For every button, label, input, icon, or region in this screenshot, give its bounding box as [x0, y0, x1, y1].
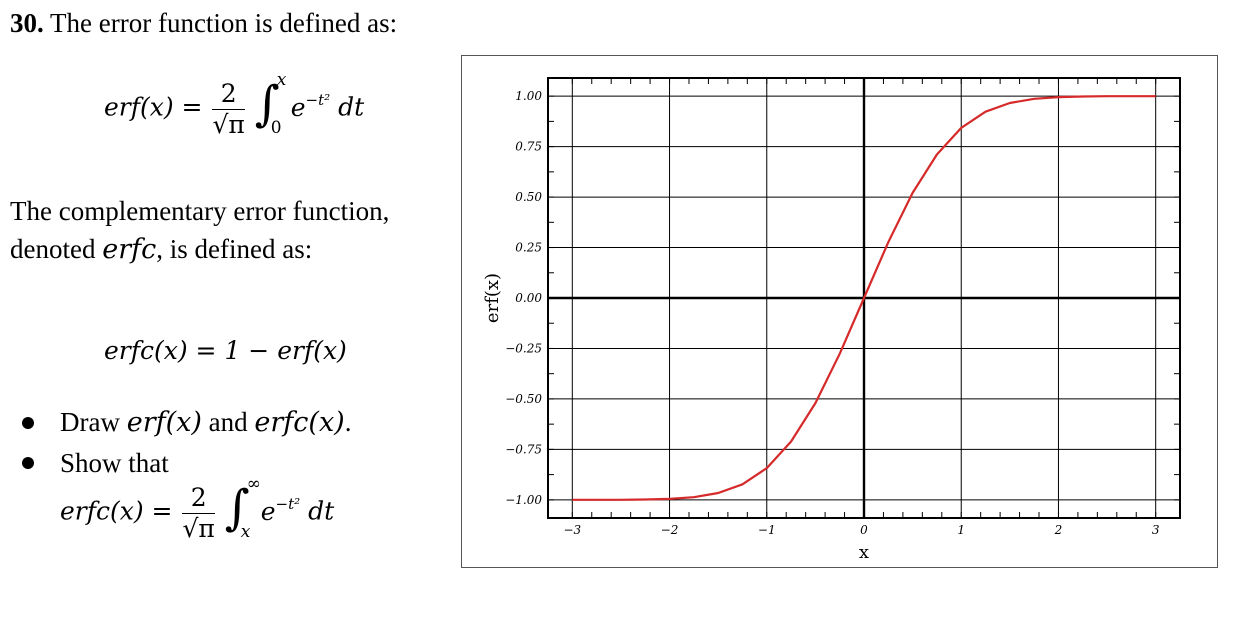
erf-differential: dt	[338, 92, 365, 122]
complementary-paragraph: The complementary error function, denote…	[10, 196, 390, 265]
erfc-fraction-denominator: √π	[182, 513, 215, 543]
y-tick-label: 0.00	[515, 291, 542, 305]
x-axis-label: x	[859, 542, 869, 563]
erfc-fraction: 2 √π	[182, 483, 215, 544]
erfc-fraction-numerator: 2	[182, 483, 215, 514]
y-axis-label: erf(x)	[482, 273, 503, 323]
erfc-integral-upper-limit: ∞	[246, 474, 261, 494]
x-tick-label: 2	[1054, 523, 1063, 537]
y-tick-label: −0.25	[505, 341, 542, 355]
x-tick-label: −3	[563, 523, 581, 537]
x-tick-label: −1	[758, 523, 776, 537]
erf-fraction-numerator: 2	[212, 79, 245, 110]
y-tick-label: 0.75	[515, 140, 542, 154]
erfc-differential: dt	[308, 496, 335, 526]
bullet-text-show: Show that	[60, 448, 169, 478]
erf-integral-sign: ∫ x 0	[254, 70, 287, 138]
problem-heading: 30. The error function is defined as:	[10, 8, 397, 39]
erf-integral-upper-limit: x	[276, 70, 287, 90]
erf-lhs: erf(x) =	[104, 92, 203, 122]
erf-chart: −3 −2 −1 0 1 2 3 1.00 0.75 0.50 0.25 0.00 −0.25 −0.50…	[482, 77, 1181, 563]
y-tick-label: −0.75	[505, 442, 542, 456]
erfc-definition-equation: erfc(x) = 1 − erf(x)	[104, 336, 347, 365]
y-tick-label: −0.50	[505, 392, 542, 406]
task-list: Draw erf(x) and erfc(x). Show that	[22, 402, 351, 483]
bullet-text-draw: Draw erf(x) and erfc(x).	[60, 407, 352, 438]
erf-definition-equation: erf(x) = 2 √π ∫ x 0 e−t² dt	[104, 70, 365, 140]
erfc-lhs: erfc(x) =	[60, 496, 173, 526]
y-tick-label: 0.50	[515, 190, 542, 204]
erfc-integral-lower-limit: x	[240, 522, 251, 542]
erf-fraction-denominator: √π	[212, 109, 245, 139]
y-tick-label: 1.00	[515, 89, 542, 103]
erf-fraction: 2 √π	[212, 79, 245, 140]
bullet-icon	[22, 416, 34, 429]
erfc-integral-equation: erfc(x) = 2 √π ∫ ∞ x e−t² dt	[60, 474, 335, 544]
x-tick-label: 3	[1152, 523, 1160, 537]
y-tick-label: 0.25	[515, 241, 542, 255]
erf-integrand: e−t²	[290, 90, 331, 122]
x-tick-label: 1	[957, 523, 965, 537]
y-tick-label: −1.00	[505, 493, 542, 507]
x-tick-label: −2	[661, 523, 679, 537]
bullet-icon	[22, 457, 34, 469]
erfc-integral-sign: ∫ ∞ x	[224, 474, 261, 542]
erf-integral-lower-limit: 0	[270, 118, 282, 138]
problem-number: 30.	[10, 8, 44, 38]
erfc-symbol: erfc	[102, 234, 157, 265]
erf-chart-frame: −3 −2 −1 0 1 2 3 1.00 0.75 0.50 0.25 0.00 −0.25 −0.50…	[461, 55, 1218, 568]
erfc-integrand: e−t²	[260, 494, 301, 526]
list-item: Draw erf(x) and erfc(x).	[22, 402, 351, 443]
list-item: Show that	[22, 443, 351, 483]
x-tick-label: 0	[860, 523, 868, 537]
problem-intro: The error function is defined as:	[50, 8, 398, 38]
